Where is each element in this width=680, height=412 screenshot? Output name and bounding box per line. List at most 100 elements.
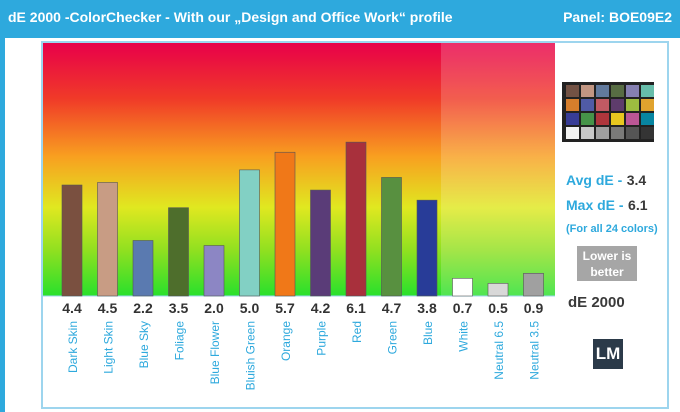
checker-swatch (641, 85, 654, 97)
checker-swatch (626, 85, 639, 97)
bar-green (381, 177, 402, 297)
checker-swatch (566, 99, 579, 111)
max-de-value: 6.1 (628, 197, 648, 213)
avg-de-value: 3.4 (626, 172, 647, 188)
checker-swatch (626, 99, 639, 111)
y-tick-label: 7.0 (8, 112, 29, 129)
checker-swatch (581, 113, 594, 125)
bar-white (452, 278, 473, 297)
checker-swatch (596, 85, 609, 97)
y-tick-label: 2.0 (8, 239, 29, 256)
all-colors-note: (For all 24 colors) (566, 223, 658, 235)
bar-neutral-6-5 (487, 283, 509, 297)
bar-blue (416, 199, 438, 297)
value-label: 3.5 (169, 300, 189, 316)
category-label: White (457, 321, 471, 352)
category-label: Green (386, 321, 400, 354)
value-label: 3.8 (417, 300, 437, 316)
bar-blue-sky (132, 240, 154, 297)
chart-border (41, 41, 669, 409)
y-tick-label: 1.0 (8, 264, 29, 281)
category-label: Neutral 3.5 (528, 321, 542, 380)
value-label: 0.7 (453, 300, 473, 316)
colorchecker-chart-image (562, 82, 654, 142)
heat-gradient (43, 43, 555, 296)
value-label: 4.5 (98, 300, 118, 316)
lm-logo: LM (593, 339, 623, 369)
chart-title: dE 2000 -ColorChecker - With our „Design… (8, 9, 453, 25)
bar-blue-flower (203, 245, 225, 297)
left-accent-strip (0, 38, 5, 412)
checker-swatch (566, 127, 579, 139)
neutral-region (441, 43, 555, 296)
bar-bluish-green (239, 169, 260, 297)
value-label: 6.1 (346, 300, 366, 316)
category-label: Purple (315, 321, 329, 356)
category-label: Light Skin (102, 321, 116, 374)
checker-swatch (611, 113, 624, 125)
y-tick-label: 9.0 (8, 62, 29, 79)
category-label: Blue (421, 321, 435, 345)
checker-swatch (596, 99, 609, 111)
y-tick-label: 5.0 (8, 163, 29, 180)
category-label: Blue Flower (208, 321, 222, 384)
checker-swatch (641, 113, 654, 125)
checker-swatch (581, 85, 594, 97)
lower-line-2: better (590, 265, 624, 279)
checker-swatch (641, 127, 654, 139)
y-tick-label: 3.0 (8, 213, 29, 230)
checker-swatch (596, 113, 609, 125)
bar-light-skin (97, 182, 118, 297)
bar-red (345, 141, 367, 297)
bar-foliage (168, 207, 189, 297)
category-label: Bluish Green (244, 321, 258, 390)
category-label: Blue Sky (137, 321, 151, 368)
y-tick-label: 6.0 (8, 138, 29, 155)
avg-de-label: Avg dE - (566, 172, 623, 188)
x-axis: Dark Skin Light Skin Blue Sky Foliage Blue F… (66, 321, 542, 391)
bar-purple (310, 189, 331, 297)
value-label: 4.4 (62, 300, 82, 316)
bars (61, 141, 544, 297)
y-axis: 1.0 2.0 3.0 4.0 5.0 6.0 7.0 8.0 9.0 (8, 62, 29, 281)
checker-swatch (566, 85, 579, 97)
checker-swatch (611, 99, 624, 111)
bar-dark-skin (61, 184, 83, 297)
category-label: Dark Skin (66, 321, 80, 373)
value-label: 5.7 (275, 300, 295, 316)
bar-neutral-3-5 (523, 272, 544, 297)
header-bar: dE 2000 -ColorChecker - With our „Design… (0, 0, 680, 38)
category-label: Foliage (173, 321, 187, 361)
category-label: Neutral 6.5 (492, 321, 506, 380)
category-label: Red (350, 321, 364, 343)
lower-is-better-badge: Lower is better (577, 246, 637, 281)
value-label: 2.0 (204, 300, 224, 316)
max-de-label: Max dE - (566, 197, 624, 213)
checker-swatch (626, 127, 639, 139)
value-label: 5.0 (240, 300, 260, 316)
de-2000-label: dE 2000 (568, 294, 625, 311)
checker-swatch (611, 85, 624, 97)
checker-swatch (641, 99, 654, 111)
value-label: 0.5 (488, 300, 508, 316)
value-label: 0.9 (524, 300, 544, 316)
value-label: 4.7 (382, 300, 402, 316)
category-label: Orange (279, 321, 293, 361)
y-tick-label: 8.0 (8, 87, 29, 104)
plot-background (43, 43, 555, 297)
checker-swatch (626, 113, 639, 125)
checker-swatch (611, 127, 624, 139)
value-labels: 4.4 4.5 2.2 3.5 2.0 5.0 5.7 4.2 6.1 4.7 3.8 0.7 0.5 0… (62, 300, 543, 316)
max-de-stat: Max dE - 6.1 (566, 197, 648, 215)
checker-swatch (581, 99, 594, 111)
y-tick-label: 4.0 (8, 188, 29, 205)
checker-swatch (596, 127, 609, 139)
checker-swatch (566, 113, 579, 125)
checker-swatch (581, 127, 594, 139)
value-label: 2.2 (133, 300, 153, 316)
bar-orange (274, 151, 296, 297)
avg-de-stat: Avg dE - 3.4 (566, 172, 646, 190)
lower-line-1: Lower is (582, 249, 632, 263)
